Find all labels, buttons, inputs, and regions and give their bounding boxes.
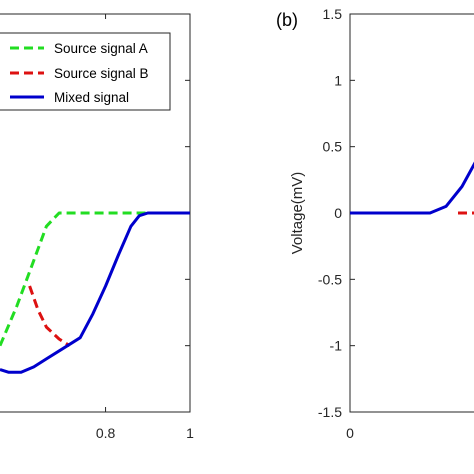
legend-label-source-b: Source signal B — [54, 66, 149, 81]
legend-label-mixed: Mixed signal — [54, 90, 129, 105]
panel-a: 0.8 1 Source signal A Source signal B Mix… — [0, 13, 194, 441]
panel-a-x-tick-labels: 0.8 1 — [96, 425, 194, 441]
panel-b-y-tick-label: -1 — [330, 338, 343, 354]
panel-b-y-tick-label: 0 — [334, 205, 342, 221]
panel-b-label: (b) — [276, 10, 298, 30]
panel-b: -1.5 -1 -0.5 0 0.5 1 1.5 00.2 (b) Voltage(mV) — [276, 6, 474, 441]
panel-a-series-source-signal-b — [28, 285, 71, 347]
panel-a-series-source-signal-a — [0, 211, 148, 347]
panel-a-x-tick-label: 0.8 — [96, 425, 116, 441]
panel-b-series-mixed-signal — [350, 161, 474, 215]
panel-b-y-tick-label: -0.5 — [318, 271, 342, 287]
panel-b-y-tick-label: 1 — [334, 72, 342, 88]
panel-a-series-mixed-signal — [0, 211, 190, 374]
legend-box — [0, 32, 171, 111]
panel-b-y-axis-label: Voltage(mV) — [289, 172, 306, 255]
panel-b-y-tick-label: 0.5 — [323, 139, 343, 155]
panel-b-series — [350, 161, 474, 215]
legend: Source signal A Source signal B Mixed si… — [0, 32, 171, 111]
panel-a-x-tick-label: 1 — [186, 425, 194, 441]
panel-b-y-tick-label: -1.5 — [318, 404, 342, 420]
panel-b-y-tick-label: 1.5 — [323, 6, 343, 22]
panel-b-y-tick-labels: -1.5 -1 -0.5 0 0.5 1 1.5 — [318, 6, 342, 420]
panel-b-x-tick-labels: 00.2 — [346, 425, 354, 441]
panel-b-x-tick-label: 0 — [346, 425, 354, 441]
panel-a-ticks — [105, 14, 191, 412]
panel-a-series — [0, 211, 190, 374]
legend-label-source-a: Source signal A — [54, 41, 148, 56]
